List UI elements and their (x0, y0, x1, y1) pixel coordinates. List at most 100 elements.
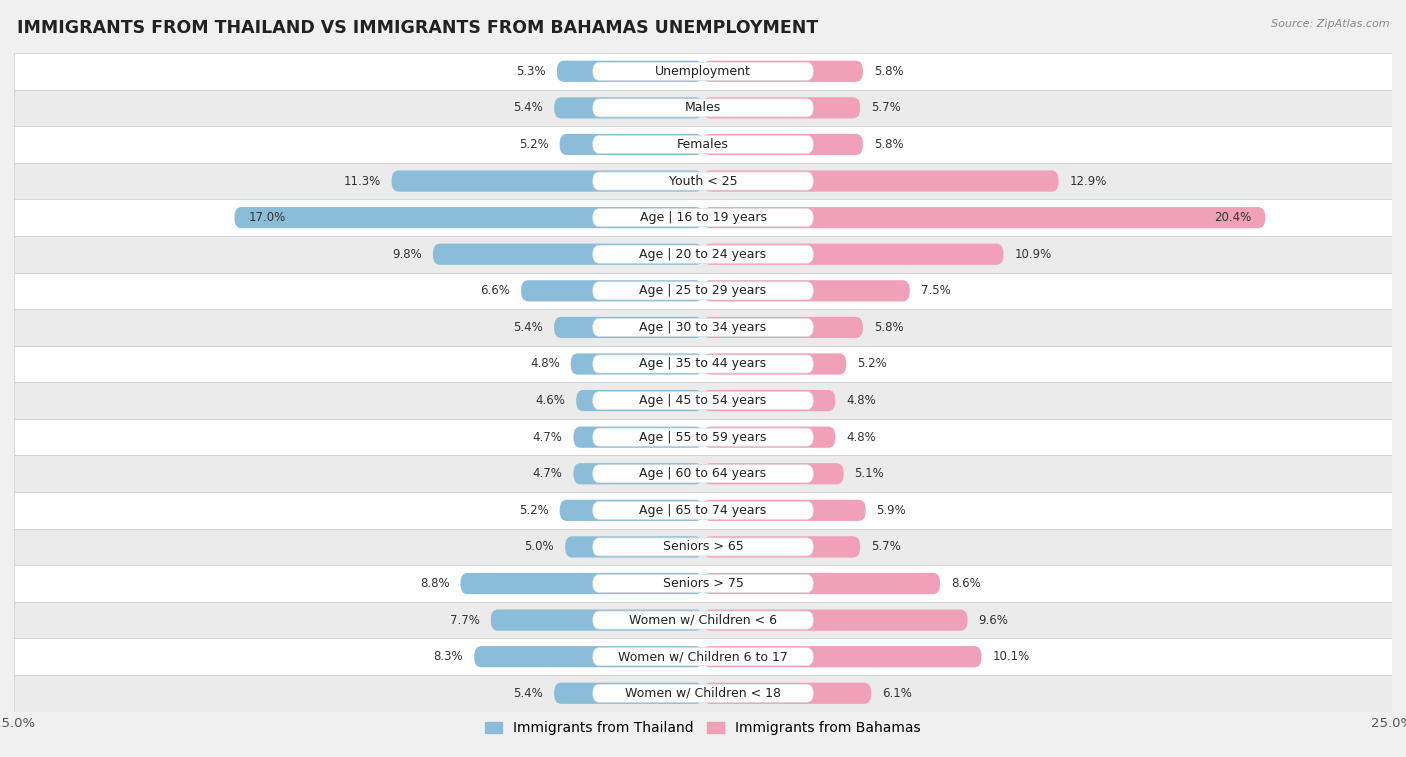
Text: 4.6%: 4.6% (536, 394, 565, 407)
FancyBboxPatch shape (593, 391, 813, 410)
FancyBboxPatch shape (14, 456, 1392, 492)
Text: 6.6%: 6.6% (481, 285, 510, 298)
FancyBboxPatch shape (14, 675, 1392, 712)
FancyBboxPatch shape (703, 609, 967, 631)
FancyBboxPatch shape (703, 207, 1265, 229)
FancyBboxPatch shape (571, 354, 703, 375)
Text: 5.3%: 5.3% (516, 65, 546, 78)
FancyBboxPatch shape (703, 280, 910, 301)
FancyBboxPatch shape (703, 536, 860, 558)
FancyBboxPatch shape (703, 354, 846, 375)
FancyBboxPatch shape (703, 426, 835, 448)
FancyBboxPatch shape (491, 609, 703, 631)
Text: 5.4%: 5.4% (513, 101, 543, 114)
Text: Seniors > 65: Seniors > 65 (662, 540, 744, 553)
Text: 7.5%: 7.5% (921, 285, 950, 298)
FancyBboxPatch shape (461, 573, 703, 594)
FancyBboxPatch shape (14, 346, 1392, 382)
FancyBboxPatch shape (703, 61, 863, 82)
Text: 17.0%: 17.0% (249, 211, 285, 224)
Text: 5.4%: 5.4% (513, 687, 543, 699)
FancyBboxPatch shape (14, 199, 1392, 236)
FancyBboxPatch shape (574, 463, 703, 484)
Text: 5.2%: 5.2% (858, 357, 887, 370)
Text: Youth < 25: Youth < 25 (669, 175, 737, 188)
FancyBboxPatch shape (703, 316, 863, 338)
FancyBboxPatch shape (593, 648, 813, 665)
Text: 5.7%: 5.7% (872, 540, 901, 553)
FancyBboxPatch shape (14, 638, 1392, 675)
FancyBboxPatch shape (703, 170, 1059, 192)
Text: Women w/ Children < 6: Women w/ Children < 6 (628, 614, 778, 627)
FancyBboxPatch shape (703, 683, 872, 704)
FancyBboxPatch shape (14, 163, 1392, 199)
Text: 10.9%: 10.9% (1014, 248, 1052, 260)
FancyBboxPatch shape (14, 89, 1392, 126)
FancyBboxPatch shape (14, 528, 1392, 565)
Text: Age | 30 to 34 years: Age | 30 to 34 years (640, 321, 766, 334)
FancyBboxPatch shape (554, 683, 703, 704)
FancyBboxPatch shape (593, 172, 813, 190)
Text: 7.7%: 7.7% (450, 614, 479, 627)
FancyBboxPatch shape (14, 309, 1392, 346)
FancyBboxPatch shape (14, 126, 1392, 163)
Text: 9.8%: 9.8% (392, 248, 422, 260)
FancyBboxPatch shape (593, 319, 813, 336)
FancyBboxPatch shape (557, 61, 703, 82)
FancyBboxPatch shape (14, 273, 1392, 309)
Text: 11.3%: 11.3% (343, 175, 381, 188)
Text: 5.9%: 5.9% (876, 504, 907, 517)
FancyBboxPatch shape (593, 428, 813, 446)
FancyBboxPatch shape (565, 536, 703, 558)
Text: Women w/ Children < 18: Women w/ Children < 18 (626, 687, 780, 699)
Text: Males: Males (685, 101, 721, 114)
FancyBboxPatch shape (593, 136, 813, 154)
Text: Source: ZipAtlas.com: Source: ZipAtlas.com (1271, 19, 1389, 29)
FancyBboxPatch shape (474, 646, 703, 668)
FancyBboxPatch shape (593, 99, 813, 117)
Text: 5.8%: 5.8% (875, 321, 904, 334)
Text: IMMIGRANTS FROM THAILAND VS IMMIGRANTS FROM BAHAMAS UNEMPLOYMENT: IMMIGRANTS FROM THAILAND VS IMMIGRANTS F… (17, 19, 818, 37)
FancyBboxPatch shape (593, 355, 813, 373)
FancyBboxPatch shape (522, 280, 703, 301)
FancyBboxPatch shape (593, 245, 813, 263)
FancyBboxPatch shape (433, 244, 703, 265)
FancyBboxPatch shape (14, 382, 1392, 419)
FancyBboxPatch shape (593, 209, 813, 226)
FancyBboxPatch shape (703, 646, 981, 668)
Text: Age | 35 to 44 years: Age | 35 to 44 years (640, 357, 766, 370)
Text: 4.7%: 4.7% (533, 467, 562, 480)
FancyBboxPatch shape (703, 500, 866, 521)
FancyBboxPatch shape (14, 419, 1392, 456)
Text: 20.4%: 20.4% (1215, 211, 1251, 224)
Text: Seniors > 75: Seniors > 75 (662, 577, 744, 590)
Text: Unemployment: Unemployment (655, 65, 751, 78)
Text: 5.2%: 5.2% (519, 504, 548, 517)
Text: 8.8%: 8.8% (420, 577, 450, 590)
FancyBboxPatch shape (554, 97, 703, 119)
Text: 4.8%: 4.8% (846, 394, 876, 407)
Text: 5.1%: 5.1% (855, 467, 884, 480)
Text: 4.7%: 4.7% (533, 431, 562, 444)
Text: Age | 60 to 64 years: Age | 60 to 64 years (640, 467, 766, 480)
FancyBboxPatch shape (593, 538, 813, 556)
FancyBboxPatch shape (593, 611, 813, 629)
FancyBboxPatch shape (560, 134, 703, 155)
FancyBboxPatch shape (703, 134, 863, 155)
Text: Age | 16 to 19 years: Age | 16 to 19 years (640, 211, 766, 224)
FancyBboxPatch shape (560, 500, 703, 521)
Text: Age | 20 to 24 years: Age | 20 to 24 years (640, 248, 766, 260)
Text: 5.8%: 5.8% (875, 138, 904, 151)
FancyBboxPatch shape (576, 390, 703, 411)
FancyBboxPatch shape (14, 236, 1392, 273)
Text: 5.2%: 5.2% (519, 138, 548, 151)
FancyBboxPatch shape (703, 573, 941, 594)
Text: 10.1%: 10.1% (993, 650, 1029, 663)
Text: 5.8%: 5.8% (875, 65, 904, 78)
FancyBboxPatch shape (593, 501, 813, 519)
Text: 9.6%: 9.6% (979, 614, 1008, 627)
Text: Age | 65 to 74 years: Age | 65 to 74 years (640, 504, 766, 517)
FancyBboxPatch shape (14, 602, 1392, 638)
Text: Age | 45 to 54 years: Age | 45 to 54 years (640, 394, 766, 407)
FancyBboxPatch shape (14, 565, 1392, 602)
